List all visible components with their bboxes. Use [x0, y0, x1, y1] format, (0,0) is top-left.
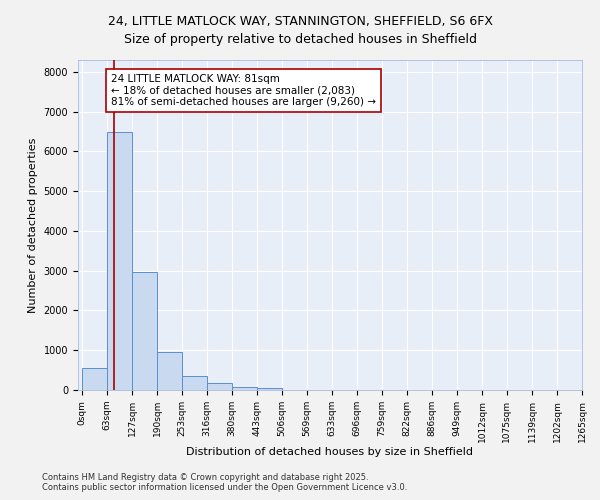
- Bar: [207, 383, 232, 390]
- Bar: [157, 352, 182, 390]
- Bar: [107, 132, 132, 390]
- Bar: [182, 376, 207, 390]
- Text: 24, LITTLE MATLOCK WAY, STANNINGTON, SHEFFIELD, S6 6FX: 24, LITTLE MATLOCK WAY, STANNINGTON, SHE…: [107, 15, 493, 28]
- Text: 24 LITTLE MATLOCK WAY: 81sqm
← 18% of detached houses are smaller (2,083)
81% of: 24 LITTLE MATLOCK WAY: 81sqm ← 18% of de…: [111, 74, 376, 107]
- Text: Contains HM Land Registry data © Crown copyright and database right 2025.
Contai: Contains HM Land Registry data © Crown c…: [42, 473, 407, 492]
- Bar: [132, 272, 157, 390]
- Y-axis label: Number of detached properties: Number of detached properties: [28, 138, 38, 312]
- Text: Size of property relative to detached houses in Sheffield: Size of property relative to detached ho…: [124, 32, 476, 46]
- Bar: [232, 387, 257, 390]
- Bar: [82, 368, 107, 390]
- Bar: [257, 388, 282, 390]
- X-axis label: Distribution of detached houses by size in Sheffield: Distribution of detached houses by size …: [187, 448, 473, 458]
